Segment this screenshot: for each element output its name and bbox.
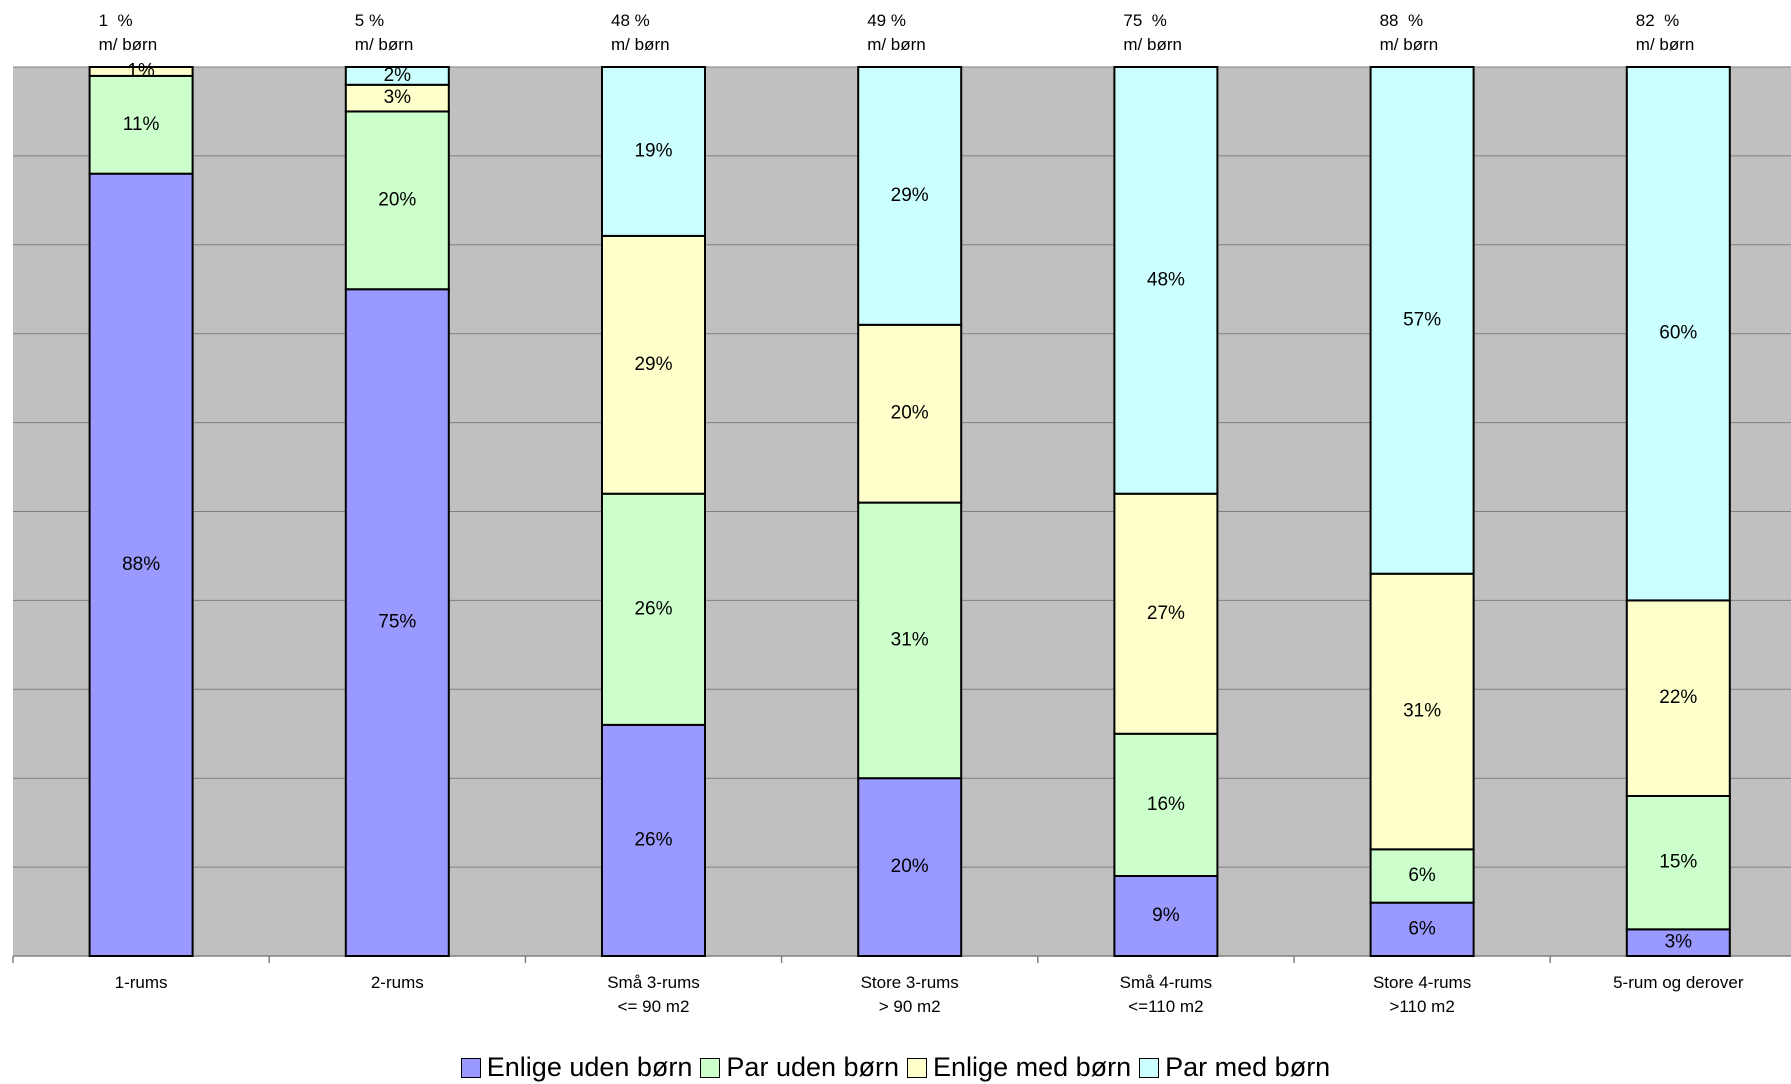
- bar-segment: [1625, 66, 1731, 602]
- x-tick-label: Store 3-rums > 90 m2: [860, 973, 959, 1016]
- data-label: 27%: [1147, 603, 1185, 624]
- data-label: 48%: [1147, 269, 1185, 290]
- bar-segment: [1113, 66, 1219, 495]
- data-label: 88%: [122, 554, 160, 575]
- x-tick-label: 5-rum og derover: [1613, 973, 1744, 992]
- data-label: 31%: [891, 629, 929, 650]
- data-label: 1%: [127, 60, 155, 81]
- legend-label: Par med børn: [1165, 1052, 1331, 1082]
- bar-segment: [344, 288, 450, 957]
- data-label: 60%: [1659, 323, 1697, 344]
- annotation: 1 % m/ børn: [98, 11, 158, 54]
- data-label: 6%: [1408, 918, 1436, 939]
- bar-segment: [601, 66, 706, 237]
- legend-label: Par uden børn: [726, 1052, 900, 1082]
- x-tick-label: Små 4-rums <=110 m2: [1119, 973, 1213, 1016]
- data-label: 20%: [378, 189, 416, 210]
- annotation: 82 % m/ børn: [1635, 11, 1695, 54]
- bar-segment: [1369, 901, 1475, 957]
- bar-segment: [344, 66, 450, 86]
- x-tick-label: Små 3-rums <= 90 m2: [607, 973, 700, 1016]
- data-label: 29%: [634, 354, 672, 375]
- data-label: 2%: [384, 65, 412, 86]
- legend-item: Par uden børn: [700, 1052, 899, 1083]
- data-label: 29%: [891, 185, 929, 206]
- bar-segment: [857, 777, 963, 958]
- bar-segment: [1625, 794, 1731, 931]
- bar-segment: [1625, 928, 1731, 958]
- data-label: 31%: [1403, 701, 1441, 722]
- annotation: 48 % m/ børn: [611, 11, 670, 54]
- bar-segment: [857, 66, 963, 326]
- bar-segment: [88, 172, 194, 957]
- bar-segment: [344, 110, 450, 291]
- legend-item: Enlige med børn: [907, 1052, 1131, 1083]
- data-label: 19%: [634, 140, 672, 161]
- legend-swatch: [700, 1057, 721, 1078]
- data-label: 26%: [634, 598, 672, 619]
- bar-segment: [1113, 732, 1219, 877]
- x-tick-label: Store 4-rums >110 m2: [1372, 973, 1472, 1016]
- bar-segment: [601, 234, 706, 495]
- legend-swatch: [460, 1057, 481, 1078]
- bar-segment: [857, 323, 963, 504]
- data-label: 6%: [1408, 865, 1436, 886]
- data-label: 15%: [1659, 852, 1697, 873]
- data-label: 57%: [1403, 309, 1441, 330]
- legend-swatch: [907, 1057, 928, 1078]
- legend: Enlige uden børn Par uden børn Enlige med …: [0, 1052, 1791, 1083]
- legend-label: Enlige uden børn: [486, 1052, 693, 1082]
- data-label: 3%: [1665, 932, 1693, 953]
- data-label: 16%: [1147, 794, 1185, 815]
- bar-segment: [1369, 572, 1475, 851]
- data-label: 20%: [891, 856, 929, 877]
- data-label: 3%: [384, 87, 412, 108]
- annotation: 49 % m/ børn: [867, 11, 926, 54]
- x-tick-label: 1-rums: [114, 973, 168, 992]
- legend-item: Enlige uden børn: [460, 1052, 693, 1083]
- data-label: 75%: [378, 612, 416, 633]
- bar-segment: [88, 66, 194, 77]
- bar-segment: [1113, 874, 1219, 957]
- legend-swatch: [1139, 1057, 1160, 1078]
- data-label: 11%: [123, 114, 160, 135]
- data-label: 26%: [634, 829, 672, 850]
- bar-segment: [1369, 66, 1475, 575]
- bar-segment: [601, 723, 706, 957]
- legend-item: Par med børn: [1139, 1052, 1330, 1083]
- data-label: 22%: [1659, 687, 1697, 708]
- legend-label: Enlige med børn: [933, 1052, 1132, 1082]
- bar-segment: [857, 501, 963, 780]
- annotation: 88 % m/ børn: [1379, 11, 1439, 54]
- x-tick-label: 2-rums: [370, 973, 424, 992]
- data-label: 20%: [891, 403, 929, 424]
- bar-segment: [601, 492, 706, 726]
- data-label: 9%: [1152, 905, 1180, 926]
- annotation: 75 % m/ børn: [1123, 11, 1182, 54]
- bar-segment: [1113, 492, 1219, 735]
- annotation: 5 % m/ børn: [354, 11, 414, 54]
- bar-segment: [1625, 599, 1731, 797]
